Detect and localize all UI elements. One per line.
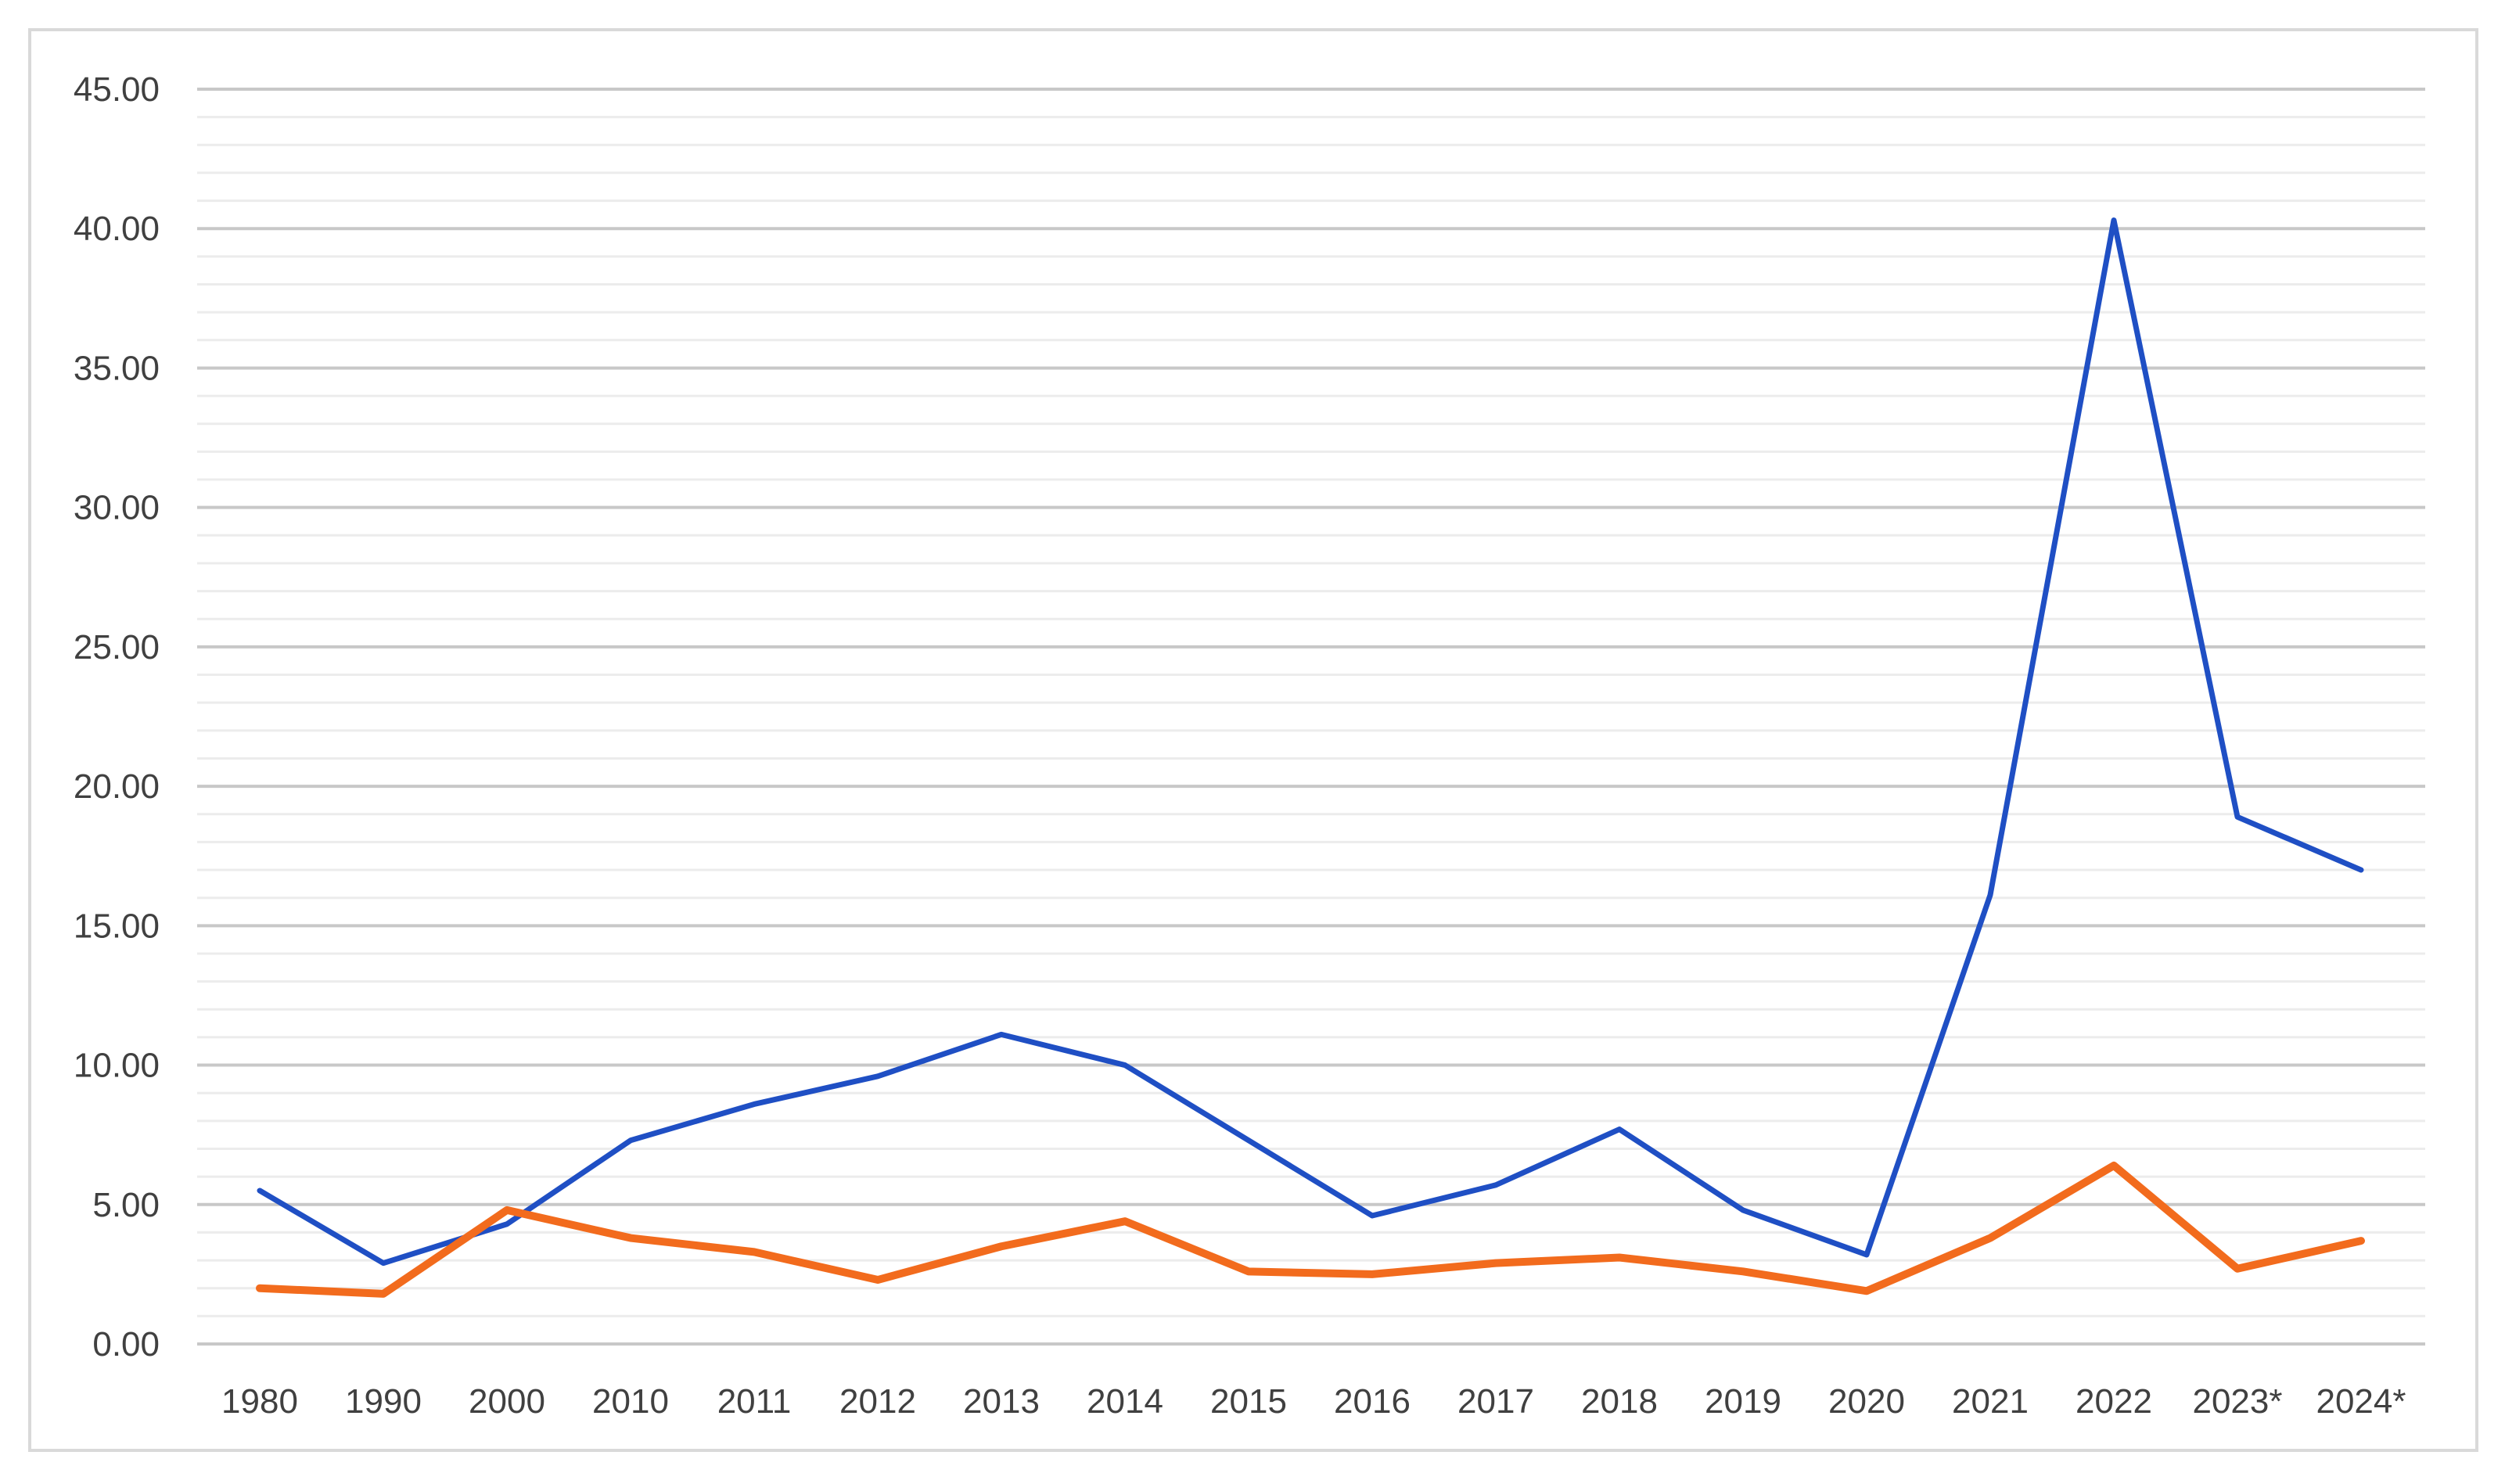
series-1-point <box>876 1074 879 1078</box>
y-tick-label: 45.00 <box>74 70 160 109</box>
series-2-point <box>1000 1245 1003 1249</box>
x-tick-label: 2021 <box>1952 1382 2029 1421</box>
series-2-point <box>876 1278 879 1282</box>
series-2-point <box>1123 1220 1127 1223</box>
series-2-point <box>1865 1289 1868 1293</box>
series-2-point <box>258 1286 261 1290</box>
chart-frame <box>28 28 2478 1452</box>
series-1-point <box>1741 1208 1745 1212</box>
series-1-point <box>629 1138 632 1142</box>
series-2-point <box>505 1208 509 1212</box>
x-axis: 1980 1990 2000 2010 2011 2012 2013 2014 2015 2016… <box>221 1382 2406 1421</box>
series-1-point <box>1000 1033 1003 1037</box>
series-2-point <box>1371 1272 1374 1276</box>
series-1-point <box>1989 893 1992 897</box>
series-1-point <box>1618 1127 1621 1131</box>
y-tick-label: 40.00 <box>74 210 160 248</box>
series-line-2 <box>256 1161 2365 1298</box>
x-tick-label: 2017 <box>1457 1382 1534 1421</box>
series-2-point <box>753 1250 756 1254</box>
series-2-point <box>1989 1236 1992 1240</box>
x-tick-label: 2012 <box>839 1382 916 1421</box>
series-2-point <box>382 1292 385 1295</box>
x-tick-label: 2023* <box>2192 1382 2282 1421</box>
x-tick-label: 1980 <box>221 1382 298 1421</box>
x-tick-label: 2018 <box>1581 1382 1658 1421</box>
series-1-point <box>1123 1063 1127 1067</box>
series-2-point <box>1741 1270 1745 1274</box>
series-2-point <box>1247 1270 1250 1274</box>
series-2-point <box>2112 1163 2115 1167</box>
series-1-point <box>382 1261 385 1265</box>
x-tick-label: 2000 <box>469 1382 545 1421</box>
grid-lines <box>197 88 2425 1346</box>
series-1-point <box>1371 1214 1374 1218</box>
series-1-point <box>2236 815 2239 819</box>
y-tick-label: 30.00 <box>74 489 160 527</box>
series-2-point <box>629 1236 632 1240</box>
series-1-point <box>2112 218 2115 222</box>
x-tick-label: 2024* <box>2316 1382 2406 1421</box>
series-1-point <box>1247 1138 1250 1142</box>
y-tick-label: 10.00 <box>74 1047 160 1085</box>
y-tick-label: 5.00 <box>92 1186 160 1224</box>
series-1-point <box>258 1188 261 1192</box>
series-2-point <box>1618 1256 1621 1259</box>
x-tick-label: 1990 <box>345 1382 422 1421</box>
series-lines <box>256 217 2365 1298</box>
series-2-point <box>1494 1261 1497 1265</box>
y-tick-label: 35.00 <box>74 349 160 387</box>
series-1-point <box>1494 1183 1497 1187</box>
y-axis: 0.00 5.00 10.00 15.00 20.00 25.00 30.00 35.00 40… <box>74 70 160 1364</box>
x-tick-label: 2014 <box>1087 1382 1163 1421</box>
x-tick-label: 2020 <box>1828 1382 1905 1421</box>
series-line-1 <box>257 217 2364 1267</box>
series-2-point <box>2359 1239 2363 1243</box>
y-tick-label: 25.00 <box>74 628 160 667</box>
x-tick-label: 2010 <box>592 1382 669 1421</box>
x-tick-label: 2016 <box>1334 1382 1411 1421</box>
y-tick-label: 20.00 <box>74 767 160 806</box>
x-tick-label: 2022 <box>2076 1382 2152 1421</box>
x-tick-label: 2013 <box>963 1382 1040 1421</box>
x-tick-label: 2011 <box>717 1382 792 1421</box>
series-1-point <box>505 1222 509 1226</box>
series-2-point <box>2236 1267 2239 1270</box>
x-tick-label: 2019 <box>1705 1382 1781 1421</box>
y-tick-label: 15.00 <box>74 907 160 945</box>
series-1-point <box>1865 1252 1868 1256</box>
y-tick-label: 0.00 <box>92 1325 160 1364</box>
series-1-point <box>2359 868 2363 872</box>
x-tick-label: 2015 <box>1210 1382 1287 1421</box>
series-1-point <box>753 1102 756 1106</box>
